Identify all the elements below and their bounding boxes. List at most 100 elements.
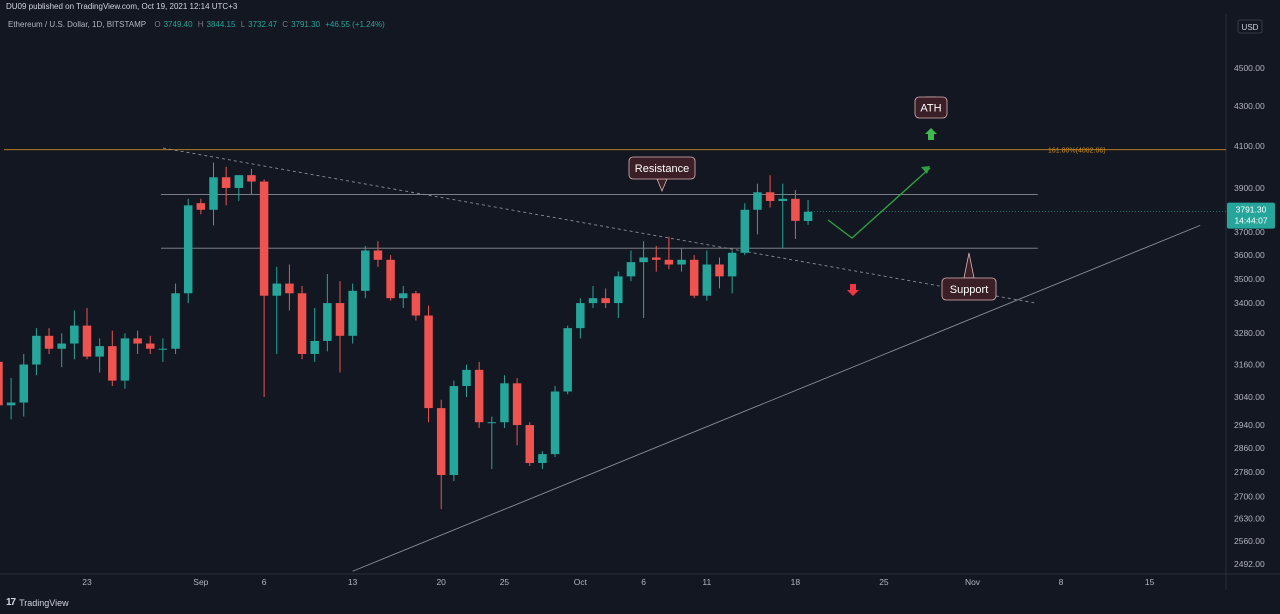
candle-body [221,177,231,188]
candle [715,257,724,289]
y-tick-label: 2940.00 [1234,420,1265,430]
x-tick-label: 20 [436,577,446,587]
candle [0,361,3,406]
ascending-trendline [352,224,1201,572]
x-tick-label: 18 [791,577,801,587]
candle-body [614,276,623,304]
candle [146,335,155,354]
candle-body [0,361,3,406]
candle-body [411,293,421,316]
candle [70,310,79,360]
candle [576,298,585,339]
low-label: L [240,20,246,29]
x-tick-label: 11 [702,577,711,587]
candle [449,380,459,482]
candle [791,190,800,239]
candle-body [689,259,699,296]
candle [727,250,737,294]
high-value: 3844.15 [206,20,236,29]
candle [120,333,130,389]
symbol-title[interactable]: Ethereum / U.S. Dollar, 1D, BITSTAMP [8,20,147,29]
close-label: C [282,20,289,29]
candle-body [348,290,357,336]
candle [259,179,269,397]
y-tick-label: 3280.00 [1234,328,1265,338]
x-tick-label: 15 [1145,577,1155,587]
candle [335,281,345,373]
candle [272,266,281,354]
candle [234,175,244,201]
y-tick-label: 3900.00 [1234,183,1265,193]
x-tick-label: 6 [641,577,646,587]
candle-body [234,175,244,188]
candle [6,377,16,420]
projection-arrowhead [921,166,930,174]
y-tick-label: 3500.00 [1234,274,1265,284]
candle-body [108,346,117,381]
candle-body [474,369,484,423]
tradingview-logo[interactable]: 17 TradingView [6,597,69,608]
candle-body [57,343,66,349]
candle-body [462,369,471,387]
y-tick-label: 4300.00 [1234,101,1265,111]
candle [247,168,256,195]
candle [436,399,446,510]
candle [614,271,623,319]
candle [702,250,712,301]
candle-body [95,346,104,357]
currency-button-label[interactable]: USD [1242,23,1259,32]
y-tick-label: 2630.00 [1234,514,1265,524]
tradingview-icon: 17 [6,597,16,608]
resistance-callout-box [628,156,696,180]
up-arrow-icon [925,128,937,140]
candle [639,241,648,319]
candle-body [209,177,218,210]
candle-body [500,383,509,423]
candle-body [525,425,534,464]
candle-body [310,340,319,354]
candle [361,245,370,299]
candle-body [715,264,724,277]
resistance-callout: Resistance [628,156,696,193]
candle-body [753,192,762,210]
candle-body [664,259,674,265]
low-value: 3732.47 [248,20,278,29]
candle [550,386,560,458]
candle [424,305,433,423]
candle [57,333,66,368]
candle [133,330,142,354]
x-tick-label: 13 [348,577,358,587]
candle [82,308,92,360]
y-tick-label: 3040.00 [1234,392,1265,402]
candle [183,198,193,304]
down-arrow-icon [847,284,859,296]
open-label: O [154,20,161,29]
x-tick-label: Nov [965,577,981,587]
price-axis-panel [1226,14,1280,590]
candle-body [765,192,775,201]
price-badge [1227,202,1275,229]
candle-body [32,335,41,365]
candle [32,328,41,376]
x-tick-label: 6 [262,577,267,587]
candle-body [70,325,79,344]
candle [411,290,421,321]
currency-button[interactable] [1237,19,1263,34]
candle [652,245,661,272]
candle-body [778,198,787,201]
candle [310,308,319,362]
fib-level-label: 161.80%(4082.06) [1048,148,1106,155]
candle [221,166,231,206]
high-label: H [197,20,204,29]
y-tick-label: 3700.00 [1234,227,1265,237]
candle-body [652,257,661,260]
candle-body [373,250,383,260]
candle-body [563,328,572,392]
ohlc-legend: Ethereum / U.S. Dollar, 1D, BITSTAMP O 37… [8,18,388,32]
candle [196,198,206,215]
candle [563,325,572,395]
candle [323,273,332,352]
candle [171,283,180,354]
x-tick-label: 23 [82,577,92,587]
